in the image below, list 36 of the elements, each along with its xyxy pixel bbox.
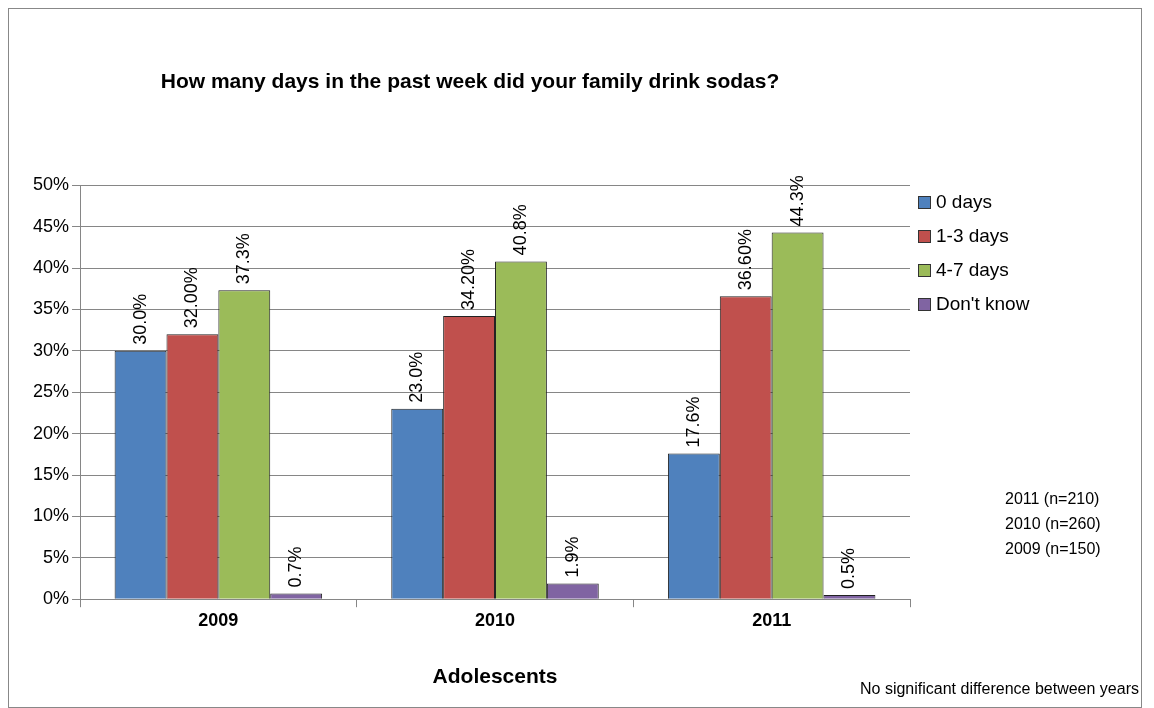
legend-label: 4-7 days [936,259,1009,281]
x-tick-label: 2009 [198,609,239,630]
data-label: 23.0% [406,351,427,403]
data-label: 1.9% [561,536,582,578]
data-label: 40.8% [509,204,530,256]
y-tick-label: 45% [33,215,70,236]
data-label: 34.20% [458,248,479,311]
legend-label: 1-3 days [936,225,1009,247]
x-tick-label: 2011 [752,609,792,630]
data-label: 32.00% [181,267,202,329]
data-label: 37.3% [233,233,254,285]
y-tick-label: 35% [33,298,70,319]
data-label: 30.0% [129,293,150,345]
chart-title: How many days in the past week did your family drink sodas? [160,69,780,93]
text: 2011 (n=210) [1005,490,1100,508]
text: No significant difference between years [860,680,1139,698]
y-tick-label: 40% [33,256,70,277]
y-tick-label: 10% [33,505,70,526]
data-label: 0.5% [838,548,859,590]
y-tick-label: 50% [33,174,70,195]
y-tick-label: 15% [33,463,70,484]
data-label: 17.6% [682,396,703,448]
legend-label: Don't know [936,293,1030,315]
y-tick-label: 5% [43,546,70,567]
x-tick-label: 2010 [474,609,516,630]
y-tick-label: 30% [33,339,70,360]
legend-label: 0 days [936,191,992,213]
data-label: 44.3% [786,175,807,227]
text: 2010 (n=260) [1005,515,1101,533]
data-label: 0.7% [285,546,306,588]
data-label: 36.60% [734,229,755,291]
y-tick-label: 20% [33,422,70,443]
y-tick-label: 0% [43,588,70,609]
y-tick-label: 25% [33,381,70,402]
x-axis-title: Adolescents [432,664,558,688]
text: 2009 (n=150) [1005,540,1101,558]
